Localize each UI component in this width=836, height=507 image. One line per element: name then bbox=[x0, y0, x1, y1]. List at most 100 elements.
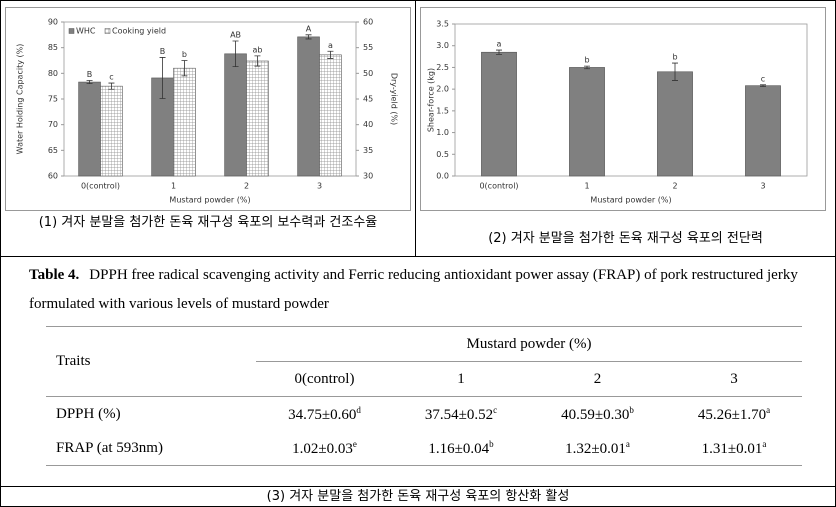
error-line bbox=[327, 50, 334, 59]
table-title: Table 4. DPPH free radical scavenging act… bbox=[29, 261, 809, 319]
cell: 1.16±0.04b bbox=[393, 431, 529, 466]
y-tick-label: 70 bbox=[48, 120, 58, 129]
significance-letter: c bbox=[109, 73, 113, 82]
y-axis-label: Shear-force (kg) bbox=[427, 68, 436, 132]
bar bbox=[78, 81, 101, 177]
group-header: Mustard powder (%) bbox=[256, 326, 802, 362]
error-line bbox=[496, 49, 502, 55]
bar bbox=[173, 67, 196, 177]
cell-value: 1.16±0.04 bbox=[428, 440, 490, 457]
y2-tick-label: 50 bbox=[363, 69, 373, 78]
y2-axis-label: Dry-yield (%) bbox=[390, 73, 399, 125]
error-bar bbox=[496, 49, 502, 55]
legend-swatch bbox=[104, 28, 111, 34]
error-line bbox=[672, 62, 678, 81]
error-bar bbox=[86, 80, 93, 84]
bar bbox=[100, 85, 123, 177]
bar bbox=[246, 60, 269, 177]
error-bar bbox=[327, 50, 334, 59]
caption: (2) 겨자 분말을 첨가한 돈육 재구성 육포의 전단력 bbox=[488, 231, 763, 246]
column-header: 1 bbox=[457, 370, 465, 387]
x-tick-label: 3 bbox=[317, 182, 322, 191]
y2-tick-label: 60 bbox=[363, 18, 373, 27]
cell-value: 45.26±1.70 bbox=[697, 406, 767, 423]
x-tick-label: 1 bbox=[584, 182, 589, 191]
caption: (3) 겨자 분말을 첨가한 돈육 재구성 육포의 항산화 활성 bbox=[1, 486, 835, 507]
y-tick-label: 85 bbox=[48, 43, 58, 52]
table-row: FRAP (at 593nm) 1.02±0.03e 1.16±0.04b 1.32±… bbox=[46, 431, 802, 466]
y-tick-label: 2.0 bbox=[436, 85, 449, 94]
table: Traits Mustard powder (%) 0(control) 1 2 3 … bbox=[46, 326, 802, 466]
error-bar bbox=[181, 60, 188, 77]
cell-letter: d bbox=[356, 404, 361, 415]
error-line bbox=[305, 34, 312, 40]
x-axis-label: Mustard powder (%) bbox=[590, 196, 671, 205]
cell-value: 37.54±0.52 bbox=[424, 406, 494, 423]
error-line bbox=[181, 60, 188, 77]
significance-letter: B bbox=[160, 47, 166, 56]
error-bar bbox=[760, 84, 766, 87]
significance-letter: b bbox=[672, 53, 677, 62]
cell: 1.31±0.01a bbox=[666, 431, 802, 466]
legend-label: WHC bbox=[76, 27, 96, 36]
error-line bbox=[232, 40, 239, 68]
figure-panel: 0.0 0.5 1.0 1.5 2.0 2.5 3.0 3.5 0(control) 1 2 3 a b b… bbox=[416, 1, 835, 257]
bar bbox=[745, 85, 781, 177]
error-bar bbox=[305, 34, 312, 40]
y-tick-label: 90 bbox=[48, 18, 58, 27]
column-header: 3 bbox=[730, 370, 738, 387]
x-tick-label: 1 bbox=[171, 182, 176, 191]
legend-label: Cooking yield bbox=[112, 27, 166, 36]
bar bbox=[224, 53, 247, 177]
y-tick-label: 80 bbox=[48, 69, 58, 78]
y2-tick-label: 45 bbox=[363, 95, 373, 104]
column-header: 0(control) bbox=[294, 370, 355, 387]
error-bar bbox=[254, 55, 261, 67]
cell-letter: e bbox=[352, 438, 357, 449]
significance-letter: A bbox=[306, 24, 312, 33]
y-tick-label: 1.5 bbox=[436, 106, 449, 115]
y-axis-label: Water Holding Capacity (%) bbox=[16, 44, 25, 155]
y-tick-label: 2.5 bbox=[436, 63, 449, 72]
significance-letter: a bbox=[497, 40, 502, 49]
figure-panel: 60 65 70 75 80 85 90 30 35 40 45 50 55 60 0(control) 1 2… bbox=[1, 1, 416, 257]
cell: 34.75±0.60d bbox=[256, 397, 393, 432]
y-tick-label: 3.0 bbox=[436, 41, 449, 50]
bar bbox=[297, 36, 320, 177]
cell-value: 1.02±0.03 bbox=[292, 440, 353, 457]
cell-letter: b bbox=[489, 438, 494, 449]
table-caption: DPPH free radical scavenging activity an… bbox=[29, 267, 798, 312]
row-header: FRAP (at 593nm) bbox=[56, 439, 163, 456]
table-row: DPPH (%) 34.75±0.60d 37.54±0.52c 40.59±0.30… bbox=[46, 397, 802, 432]
bar bbox=[569, 67, 605, 177]
y-tick-label: 0.5 bbox=[436, 150, 449, 159]
cell: 40.59±0.30b bbox=[529, 397, 666, 432]
y2-tick-label: 40 bbox=[363, 120, 373, 129]
cell-letter: a bbox=[766, 404, 771, 415]
error-bar bbox=[108, 82, 115, 90]
row-header: DPPH (%) bbox=[56, 405, 121, 422]
cell-letter: a bbox=[762, 438, 767, 449]
table-label: Table 4. bbox=[29, 267, 80, 283]
error-line bbox=[584, 65, 590, 70]
cell-value: 1.32±0.01 bbox=[565, 440, 626, 457]
error-line bbox=[254, 55, 261, 67]
cell-letter: c bbox=[493, 404, 498, 415]
stub-header: Traits bbox=[56, 353, 91, 369]
y2-tick-label: 35 bbox=[363, 146, 373, 155]
significance-letter: b bbox=[182, 50, 187, 59]
y-tick-label: 1.0 bbox=[436, 128, 449, 137]
error-bar bbox=[159, 57, 166, 99]
x-axis-label: Mustard powder (%) bbox=[169, 196, 250, 205]
x-tick-label: 0(control) bbox=[81, 182, 120, 191]
error-line bbox=[760, 84, 766, 87]
cell: 37.54±0.52c bbox=[393, 397, 529, 432]
chart: 60 65 70 75 80 85 90 30 35 40 45 50 55 60 0(control) 1 2… bbox=[5, 7, 411, 211]
x-tick-label: 0(control) bbox=[479, 182, 518, 191]
error-line bbox=[108, 82, 115, 90]
error-bar bbox=[584, 65, 590, 70]
legend-swatch bbox=[68, 28, 75, 34]
caption: (1) 겨자 분말을 첨가한 돈육 재구성 육포의 보수력과 건조수율 bbox=[38, 215, 378, 230]
x-tick-label: 2 bbox=[672, 182, 677, 191]
